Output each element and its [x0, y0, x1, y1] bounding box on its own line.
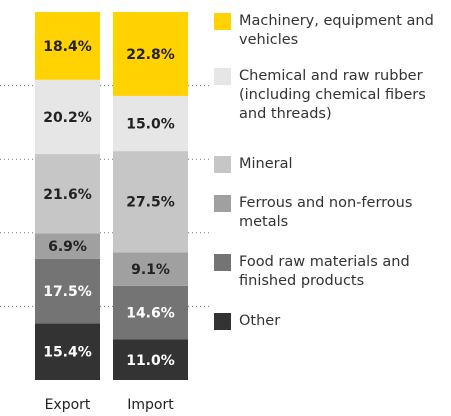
legend-label: Machinery, equipment and vehicles	[239, 13, 434, 48]
x-tick-label: Import	[127, 397, 174, 413]
bar-segment	[35, 154, 100, 234]
bar-segment	[113, 151, 188, 253]
value-label: 27.5%	[126, 195, 175, 211]
legend-swatch	[214, 195, 231, 212]
value-label: 22.8%	[126, 47, 175, 63]
value-label: 6.9%	[48, 239, 87, 255]
value-label: 15.0%	[126, 117, 175, 133]
bar-segment	[113, 252, 188, 286]
legend-swatch	[214, 156, 231, 173]
value-label: 18.4%	[43, 39, 92, 55]
bar-segment	[113, 95, 188, 152]
bar-segment	[35, 79, 100, 155]
value-label: 14.6%	[126, 306, 175, 322]
value-label: 21.6%	[43, 187, 92, 203]
legend-item: Machinery, equipment and vehicles	[214, 12, 450, 50]
value-label: 9.1%	[131, 262, 170, 278]
bar-segment	[35, 258, 100, 324]
legend-swatch	[214, 313, 231, 330]
legend-label: Ferrous and non-ferrous metals	[239, 195, 413, 230]
legend-label: Food raw materials and finished products	[239, 254, 410, 289]
value-label: 11.0%	[126, 353, 175, 369]
legend-swatch	[214, 254, 231, 271]
x-tick-label: Export	[45, 397, 91, 413]
bar-segment	[113, 12, 188, 96]
bar-segment	[35, 233, 100, 259]
value-label: 20.2%	[43, 110, 92, 126]
legend-item: Chemical and raw rubber (including chemi…	[214, 67, 450, 124]
legend-label: Mineral	[239, 156, 293, 172]
legend-label: Other	[239, 313, 281, 329]
value-label: 17.5%	[43, 284, 92, 300]
bar-segment	[35, 323, 100, 380]
legend-item: Mineral	[214, 155, 450, 174]
legend-item: Food raw materials and finished products	[214, 253, 450, 291]
legend-swatch	[214, 13, 231, 30]
bar-segment	[113, 339, 188, 380]
legend-swatch	[214, 68, 231, 85]
value-label: 15.4%	[43, 345, 92, 361]
bar-segment	[113, 285, 188, 340]
legend-item: Other	[214, 312, 450, 331]
legend-item: Ferrous and non-ferrous metals	[214, 194, 450, 232]
legend-label: Chemical and raw rubber (including chemi…	[239, 68, 426, 122]
bar-segment	[35, 12, 100, 80]
